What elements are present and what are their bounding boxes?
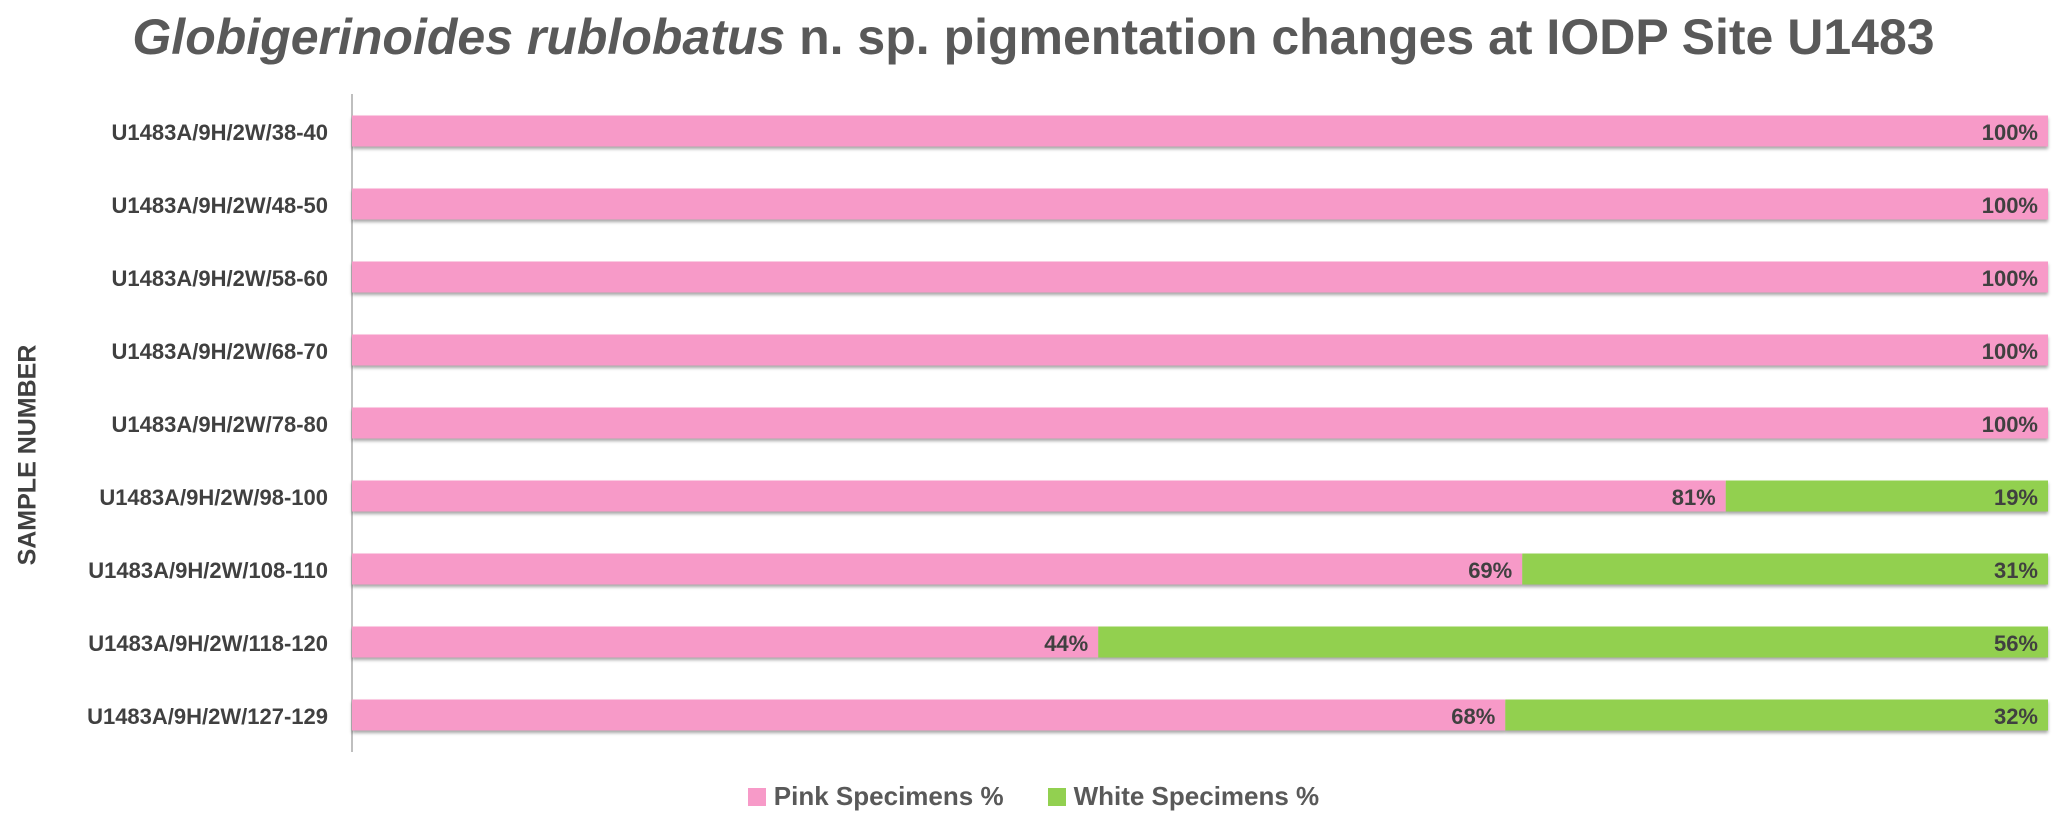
- category-label: U1483A/9H/2W/78-80: [112, 412, 328, 437]
- bar-segment-white: [1522, 553, 2048, 585]
- data-label: 56%: [1994, 631, 2038, 656]
- legend: Pink Specimens % White Specimens %: [0, 781, 2067, 812]
- bar-segment-pink: [352, 626, 1099, 658]
- bar-row: [352, 334, 2048, 366]
- legend-label-pink: Pink Specimens %: [773, 781, 1004, 811]
- data-label: 100%: [1982, 266, 2038, 291]
- bar-row: [352, 480, 2048, 512]
- category-label: U1483A/9H/2W/118-120: [88, 631, 328, 656]
- bar-segment-pink: [352, 699, 1506, 731]
- legend-swatch-pink: [747, 787, 766, 806]
- data-label: 68%: [1451, 704, 1495, 729]
- data-label: 100%: [1982, 339, 2038, 364]
- bar-segment-pink: [352, 188, 2048, 220]
- bar-segment-pink: [352, 553, 1523, 585]
- category-label: U1483A/9H/2W/68-70: [112, 339, 328, 364]
- legend-item-pink: Pink Specimens %: [747, 781, 1004, 812]
- bar-segment-pink: [352, 261, 2048, 293]
- data-label: 69%: [1468, 558, 1512, 583]
- category-label: U1483A/9H/2W/58-60: [112, 266, 328, 291]
- data-label: 32%: [1994, 704, 2038, 729]
- category-label: U1483A/9H/2W/108-110: [88, 558, 328, 583]
- chart-title: Globigerinoides rublobatus n. sp. pigmen…: [0, 8, 2067, 66]
- category-label: U1483A/9H/2W/38-40: [112, 120, 328, 145]
- bar-row: [352, 261, 2048, 293]
- plot-area: U1483A/9H/2W/38-40 100% U1483A/9H/2W/48-50…: [87, 94, 2048, 752]
- bar-row: [352, 553, 2048, 585]
- data-label: 100%: [1982, 120, 2038, 145]
- data-label: 81%: [1672, 485, 1716, 510]
- category-label: U1483A/9H/2W/98-100: [99, 485, 328, 510]
- bar-row: [352, 699, 2048, 731]
- category-label: U1483A/9H/2W/127-129: [87, 704, 328, 729]
- data-label: 100%: [1982, 193, 2038, 218]
- data-label: 19%: [1994, 485, 2038, 510]
- bar-segment-white: [1725, 480, 2048, 512]
- legend-swatch-white: [1047, 787, 1066, 806]
- bar-segment-white: [1098, 626, 2048, 658]
- bar-segment-pink: [352, 480, 1726, 512]
- bar-row: [352, 188, 2048, 220]
- category-label: U1483A/9H/2W/48-50: [112, 193, 328, 218]
- legend-label-white: White Specimens %: [1073, 781, 1320, 811]
- chart-title-rest: n. sp. pigmentation changes at IODP Site…: [785, 9, 1935, 65]
- legend-item-white: White Specimens %: [1047, 781, 1320, 812]
- bar-segment-white: [1505, 699, 2048, 731]
- bar-row: [352, 115, 2048, 147]
- bar-segment-pink: [352, 115, 2048, 147]
- chart-title-species: Globigerinoides rublobatus: [132, 9, 786, 65]
- bar-segment-pink: [352, 334, 2048, 366]
- bar-row: [352, 407, 2048, 439]
- data-label: 100%: [1982, 412, 2038, 437]
- bar-segment-pink: [352, 407, 2048, 439]
- bar-row: [352, 626, 2048, 658]
- data-label: 31%: [1994, 558, 2038, 583]
- data-label: 44%: [1044, 631, 1088, 656]
